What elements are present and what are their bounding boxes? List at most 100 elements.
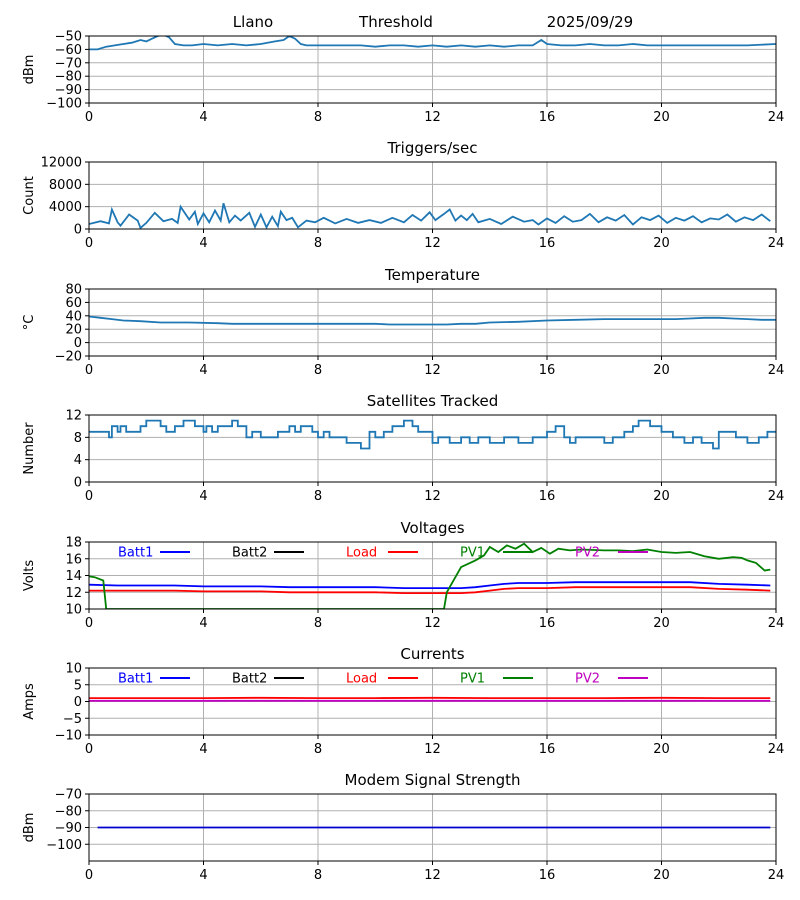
rssi-xtick-label: 20 <box>653 110 670 125</box>
satellites-xtick-label: 4 <box>199 489 207 504</box>
triggers-series-line <box>89 203 771 229</box>
modem-ytick-label: −100 <box>46 838 82 853</box>
satellites-xtick-label: 0 <box>85 489 93 504</box>
triggers-xtick-label: 8 <box>314 236 322 251</box>
temperature-ytick-label: 20 <box>65 323 82 338</box>
triggers-ytick-label: 12000 <box>41 156 82 171</box>
satellites-ytick-label: 0 <box>74 476 82 491</box>
voltages-ytick-label: 12 <box>65 586 82 601</box>
voltages-ytick-label: 10 <box>65 603 82 618</box>
rssi-chart: 0 4 8 12 16 20 24 −100−90−80−70−60−50 dBm <box>22 30 784 126</box>
currents-ytick-label: −5 <box>63 712 82 727</box>
satellites-xtick-label: 24 <box>768 489 785 504</box>
currents-legend-label-pv2: PV2 <box>575 672 600 687</box>
temperature-ytick-label: 80 <box>65 283 82 298</box>
modem-ytick-label: −90 <box>55 821 82 836</box>
rssi-ytick-label: −50 <box>55 30 82 45</box>
satellites-xtick-label: 20 <box>653 489 670 504</box>
rssi-ytick-label: −100 <box>46 97 82 112</box>
temperature-xtick-label: 12 <box>424 363 441 378</box>
voltages-ytick-label: 16 <box>65 552 82 567</box>
rssi-xtick-label: 4 <box>199 110 207 125</box>
satellites-plot-frame <box>88 414 777 483</box>
voltages-xtick-label: 8 <box>314 616 322 631</box>
currents-xtick-label: 0 <box>85 742 93 757</box>
header-date: 2025/09/29 <box>547 13 633 31</box>
triggers-chart: 0 4 8 12 16 20 24 0 4000 8000 12000 Triggers/sec Cou… <box>22 139 784 251</box>
temperature-series-line <box>89 315 776 326</box>
voltages-ylabel: Volts <box>22 560 37 592</box>
currents-xtick-label: 20 <box>653 742 670 757</box>
voltages-series-line-load <box>89 586 771 594</box>
rssi-series-line <box>89 36 776 51</box>
temperature-plot-frame <box>88 288 777 357</box>
voltages-series-line-batt1 <box>89 581 771 589</box>
currents-legend-label-pv1: PV1 <box>460 672 485 687</box>
rssi-xtick-label: 0 <box>85 110 93 125</box>
triggers-ytick-label: 0 <box>74 223 82 238</box>
triggers-plot-frame <box>88 161 777 230</box>
satellites-ylabel: Number <box>22 422 37 475</box>
voltages-legend-label-pv2: PV2 <box>575 546 600 561</box>
modem-xtick-label: 8 <box>314 868 322 883</box>
rssi-xtick-label: 16 <box>539 110 556 125</box>
currents-legend-label-batt2: Batt2 <box>232 672 267 687</box>
temperature-xtick-label: 4 <box>199 363 207 378</box>
modem-xtick-label: 24 <box>768 868 785 883</box>
voltages-plot-frame <box>88 541 777 610</box>
currents-plot-frame <box>88 667 777 736</box>
voltages-xtick-label: 24 <box>768 616 785 631</box>
modem-xtick-label: 12 <box>424 868 441 883</box>
triggers-ytick-label: 4000 <box>49 200 82 215</box>
voltages-xtick-label: 4 <box>199 616 207 631</box>
currents-xtick-label: 12 <box>424 742 441 757</box>
currents-xtick-label: 8 <box>314 742 322 757</box>
currents-ytick-label: 0 <box>74 695 82 710</box>
rssi-xtick-label: 8 <box>314 110 322 125</box>
voltages-ytick-label: 14 <box>65 569 82 584</box>
temperature-xtick-label: 24 <box>768 363 785 378</box>
header-station: Llano <box>233 13 273 31</box>
rssi-ylabel: dBm <box>22 55 37 85</box>
voltages-legend-label-batt2: Batt2 <box>232 546 267 561</box>
modem-chart: 0 4 8 12 16 20 24 −100 −90 −80−70 Modem Signal Str… <box>22 771 784 883</box>
rssi-ytick-label: −70 <box>55 56 82 71</box>
satellites-chart: 0 4 8 12 16 20 24 0 4 8 12 Satellites Tracked Number <box>22 392 784 504</box>
voltages-xtick-label: 16 <box>539 616 556 631</box>
temperature-ytick-label: 0 <box>74 336 82 351</box>
temperature-ytick-label: −20 <box>55 350 82 365</box>
satellites-xtick-label: 8 <box>314 489 322 504</box>
temperature-xtick-label: 20 <box>653 363 670 378</box>
voltages-legend-label-batt1: Batt1 <box>118 546 153 561</box>
satellites-xtick-label: 12 <box>424 489 441 504</box>
currents-xtick-label: 16 <box>539 742 556 757</box>
currents-ytick-label: −10 <box>55 729 82 744</box>
modem-plot-frame <box>88 793 777 862</box>
modem-xtick-label: 20 <box>653 868 670 883</box>
voltages-xtick-label: 20 <box>653 616 670 631</box>
modem-ytick-label: −80 <box>55 804 82 819</box>
satellites-ytick-label: 12 <box>65 409 82 424</box>
modem-title: Modem Signal Strength <box>345 771 521 789</box>
voltages-xtick-label: 0 <box>85 616 93 631</box>
modem-xtick-label: 4 <box>199 868 207 883</box>
modem-xtick-label: 0 <box>85 868 93 883</box>
rssi-ytick-label: −90 <box>55 83 82 98</box>
triggers-xtick-label: 12 <box>424 236 441 251</box>
temperature-ytick-label: 60 <box>65 296 82 311</box>
modem-ylabel: dBm <box>22 813 37 843</box>
rssi-ytick-label: −80 <box>55 70 82 85</box>
triggers-xtick-label: 16 <box>539 236 556 251</box>
voltages-xtick-label: 12 <box>424 616 441 631</box>
satellites-series-line <box>89 419 776 450</box>
voltages-series-line-pv1 <box>89 542 771 609</box>
temperature-xtick-label: 0 <box>85 363 93 378</box>
rssi-xtick-label: 24 <box>768 110 785 125</box>
voltages-title: Voltages <box>400 519 464 537</box>
triggers-xtick-label: 4 <box>199 236 207 251</box>
voltages-legend-label-pv1: PV1 <box>460 546 485 561</box>
temperature-xtick-label: 16 <box>539 363 556 378</box>
